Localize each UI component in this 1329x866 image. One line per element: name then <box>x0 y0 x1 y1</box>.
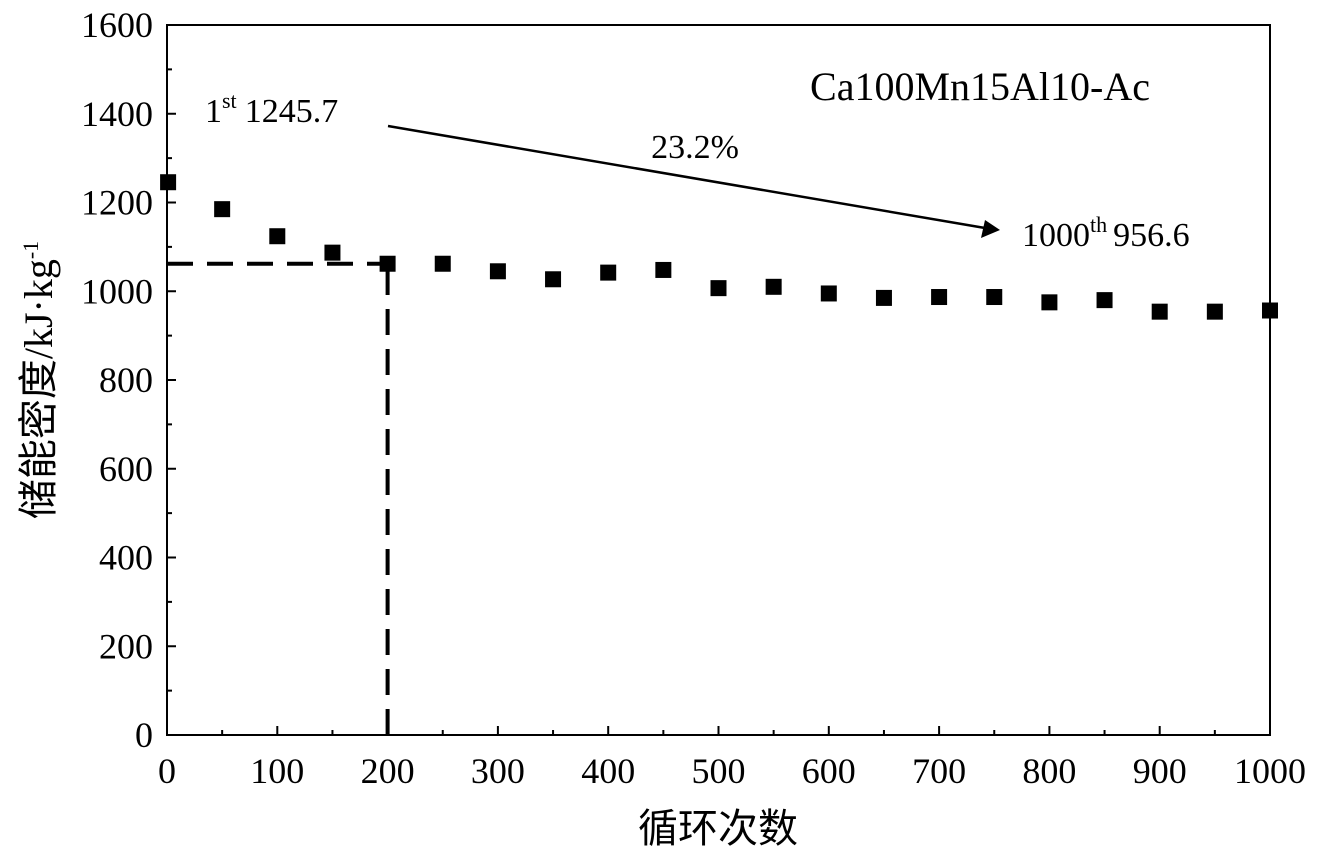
data-point <box>379 255 396 272</box>
last-cycle-annotation: 1000th 956.6 <box>1022 212 1190 254</box>
first-cycle-value: 1245.7 <box>245 93 339 130</box>
x-tick-label: 100 <box>250 751 304 791</box>
decay-arrow-head <box>981 220 1000 238</box>
data-point <box>655 261 672 278</box>
data-point <box>820 285 837 302</box>
x-tick-label: 1000 <box>1234 751 1306 791</box>
plot-area: 0 100 200 300 400 500 600 700 800 900 1000 0 200 400 6… <box>81 5 1306 791</box>
y-tick-label: 200 <box>99 626 153 666</box>
y-tick-label: 800 <box>99 360 153 400</box>
x-tick-label: 200 <box>361 751 415 791</box>
x-tick-label: 400 <box>581 751 635 791</box>
y-tick-label: 600 <box>99 449 153 489</box>
data-point <box>765 278 782 295</box>
data-point <box>324 244 341 261</box>
y-axis-title-unit-exponent: -1 <box>18 241 43 259</box>
data-point <box>875 289 892 306</box>
y-tick-label: 400 <box>99 538 153 578</box>
data-point <box>160 174 177 191</box>
x-axis-title: 循环次数 <box>638 806 798 851</box>
first-cycle-annotation: 1st 1245.7 <box>205 88 338 130</box>
x-tick-label: 700 <box>912 751 966 791</box>
data-point <box>1096 292 1113 309</box>
data-point <box>710 280 727 297</box>
y-axis-title-text: 储能密度/kJ·kg <box>16 259 61 519</box>
x-tick-label: 500 <box>692 751 746 791</box>
decay-arrow-shaft <box>387 124 986 230</box>
last-cycle-ordinal-suffix: th <box>1090 212 1107 237</box>
data-point <box>986 289 1003 306</box>
last-cycle-value: 956.6 <box>1113 217 1190 254</box>
data-point <box>434 255 451 272</box>
y-tick-label: 1600 <box>81 5 153 45</box>
x-tick-label: 900 <box>1133 751 1187 791</box>
y-tick-label: 0 <box>135 715 153 755</box>
x-tick-label: 800 <box>1022 751 1076 791</box>
data-point <box>600 264 617 281</box>
data-point <box>1151 303 1168 320</box>
data-point <box>931 289 948 306</box>
last-cycle-ordinal: 1000 <box>1022 217 1090 254</box>
data-point <box>1262 302 1278 319</box>
y-tick-label: 1400 <box>81 94 153 134</box>
data-point <box>269 228 286 245</box>
y-axis-title: 储能密度/kJ·kg-1 <box>16 241 61 519</box>
y-tick-label: 1000 <box>81 271 153 311</box>
series-name-label: Ca100Mn15Al10-Ac <box>810 64 1150 109</box>
decay-arrow <box>387 124 1000 238</box>
x-tick-label: 600 <box>802 751 856 791</box>
y-tick-label: 1200 <box>81 183 153 223</box>
data-point <box>1206 303 1223 320</box>
data-point <box>214 201 231 218</box>
data-point <box>489 263 506 280</box>
x-tick-label: 0 <box>158 751 176 791</box>
data-point <box>545 271 562 288</box>
data-point <box>1041 294 1058 311</box>
decay-percentage-label: 23.2% <box>651 129 739 166</box>
x-tick-label: 300 <box>471 751 525 791</box>
first-cycle-ordinal: 1 <box>205 93 222 130</box>
first-cycle-ordinal-suffix: st <box>222 88 237 113</box>
